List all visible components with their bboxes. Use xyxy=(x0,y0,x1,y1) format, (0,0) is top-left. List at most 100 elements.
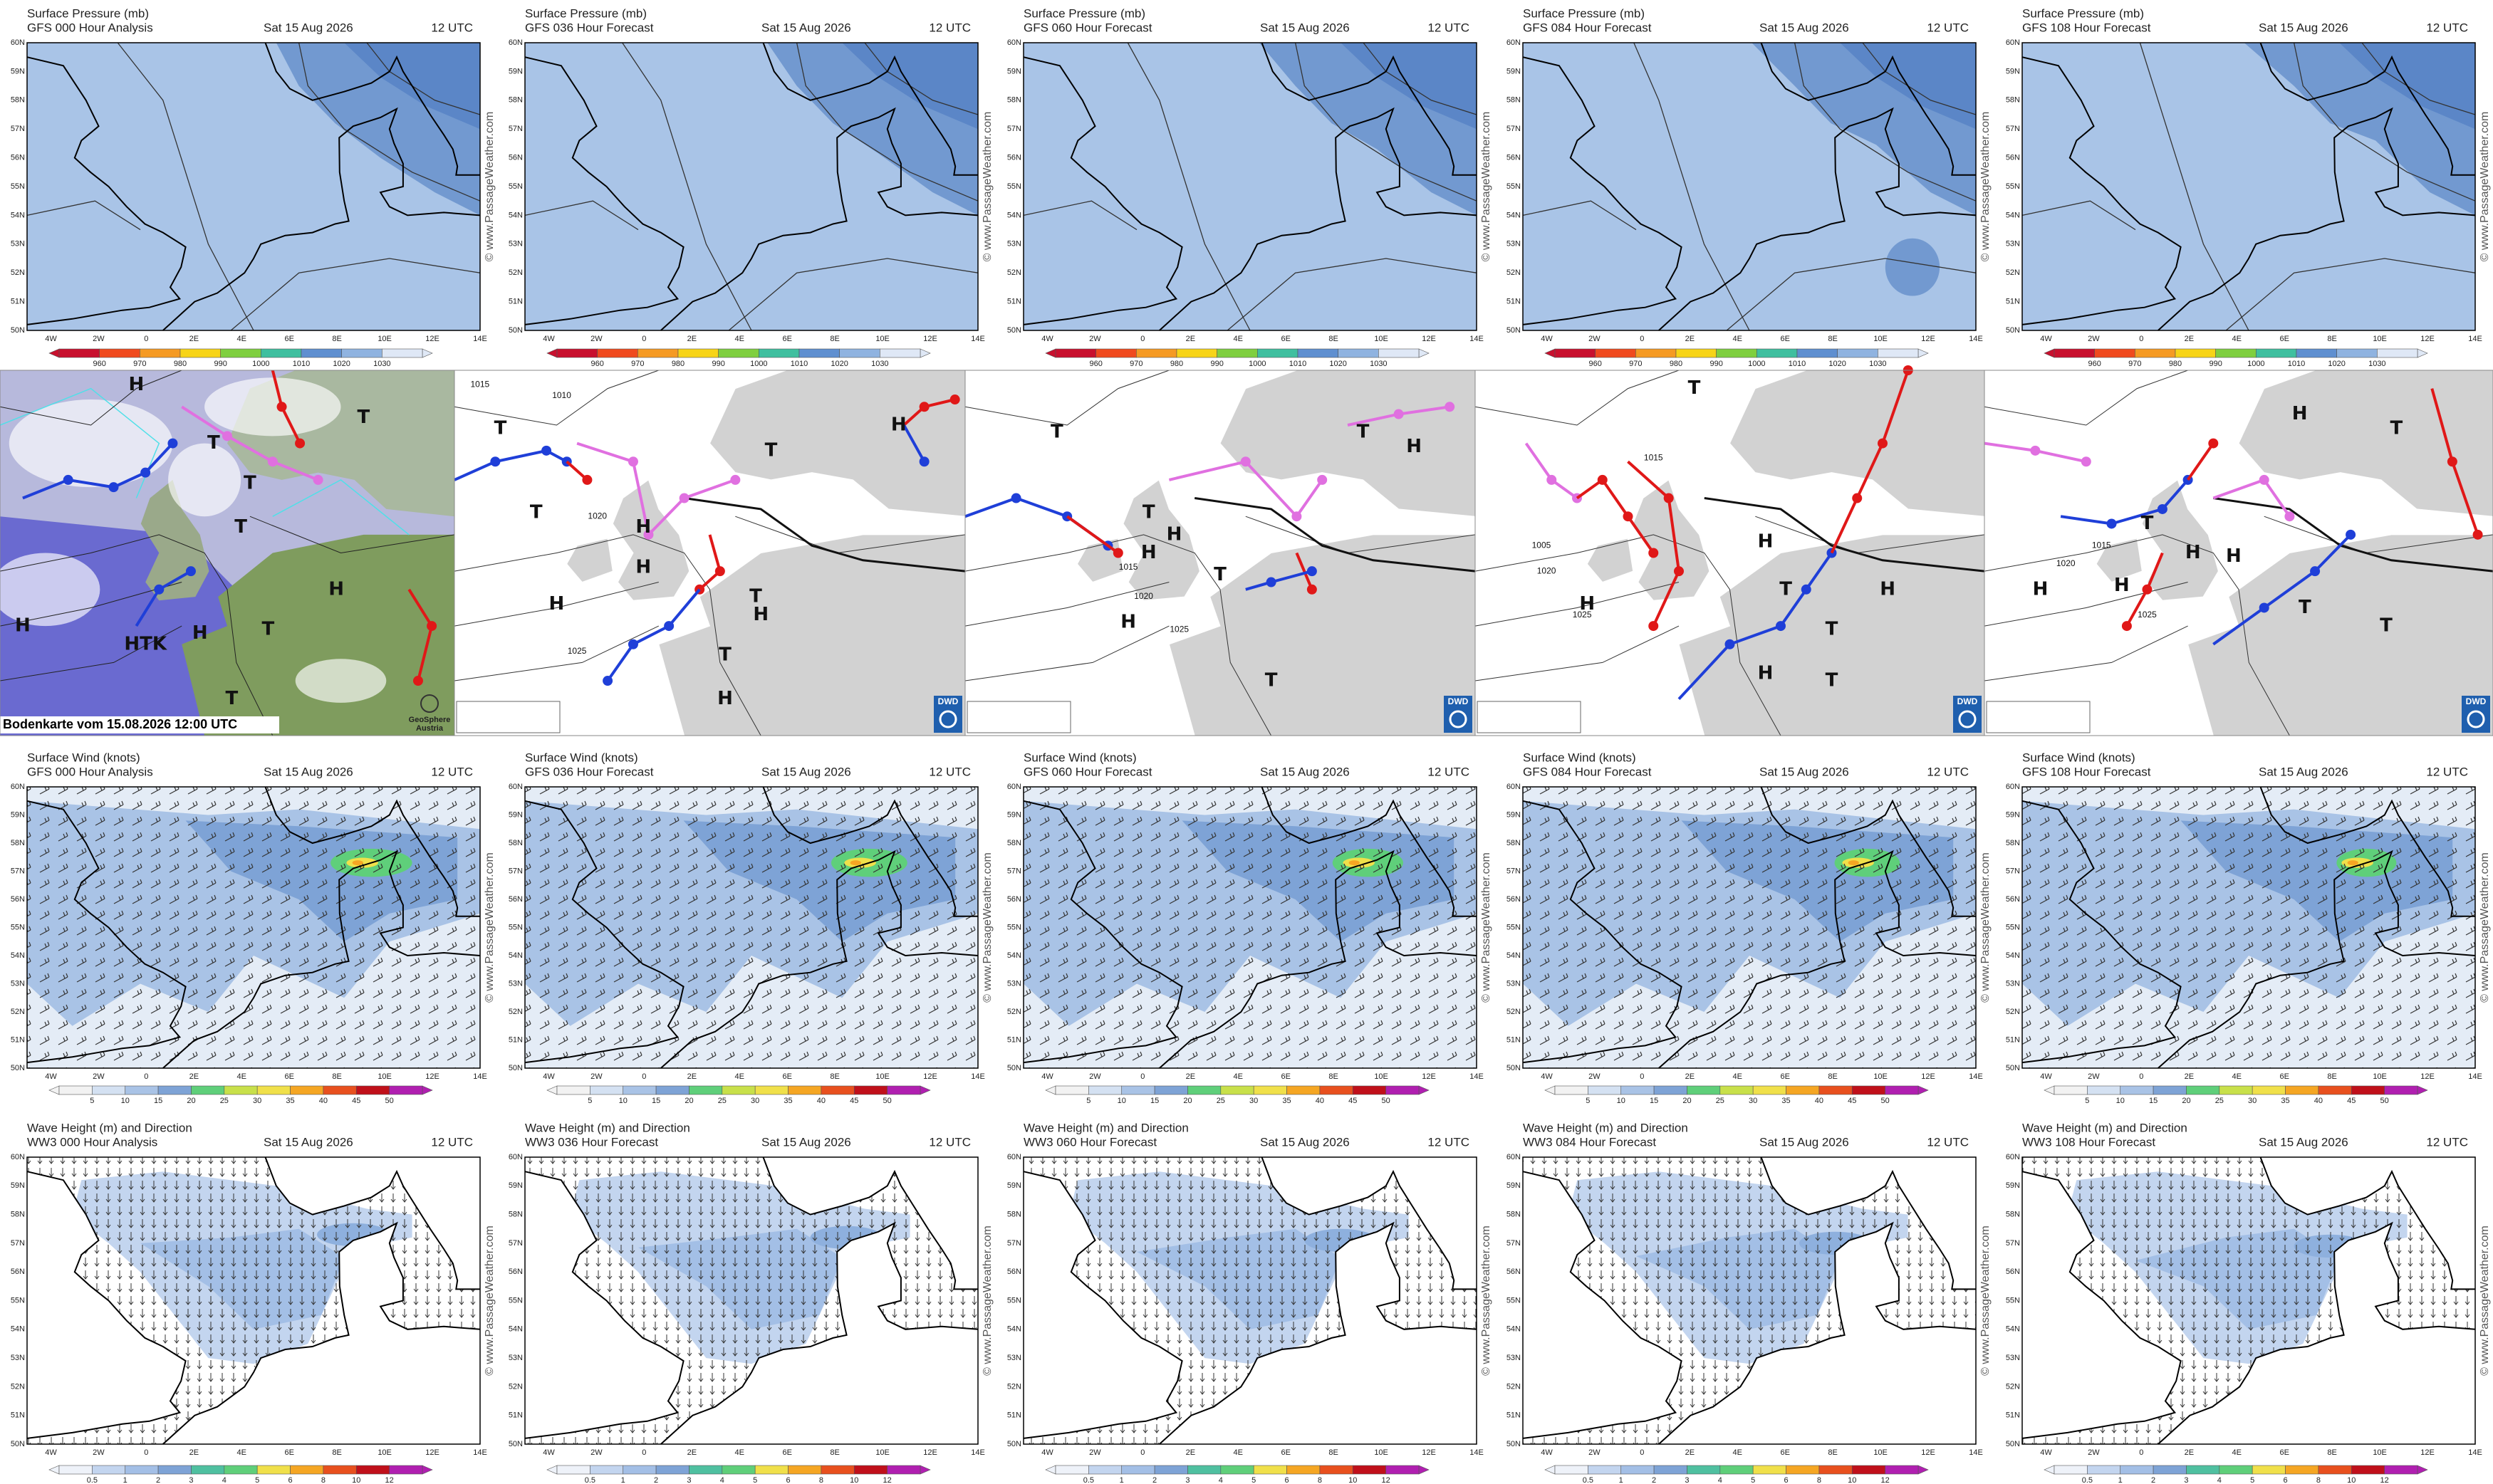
front-symbol xyxy=(1852,493,1863,503)
lon-label: 4W xyxy=(543,1072,555,1081)
colorbar-label: 30 xyxy=(253,1097,261,1105)
lat-label: 59N xyxy=(11,810,25,819)
colorbar-label: 45 xyxy=(1848,1097,1856,1105)
isobar xyxy=(1227,258,1477,331)
lon-label: 6E xyxy=(1780,1448,1789,1457)
isobar-main xyxy=(1704,497,1985,573)
lat-label: 59N xyxy=(1007,810,1021,819)
lon-label: 4E xyxy=(735,335,744,343)
map-frame xyxy=(524,42,979,331)
lon-label: 14E xyxy=(1969,1072,1983,1081)
wind-barbs xyxy=(1024,787,1477,1068)
colorbar-label: 5 xyxy=(2085,1097,2089,1105)
lat-label: 59N xyxy=(2006,67,2020,75)
lon-label: 14E xyxy=(2468,335,2482,343)
colorbar-segment xyxy=(140,348,181,358)
front-symbol xyxy=(664,621,675,632)
colorbar-segment xyxy=(1620,1085,1655,1095)
front-symbol xyxy=(679,493,689,503)
lat-label: 54N xyxy=(1007,951,1021,960)
lat-label: 57N xyxy=(1506,867,1521,875)
lat-label: 50N xyxy=(1506,1064,1521,1072)
coastline xyxy=(26,1171,187,1439)
valid-time: 12 UTC xyxy=(431,21,473,34)
colorbar-label: 1 xyxy=(1120,1476,1124,1484)
colorbar-label: 10 xyxy=(619,1097,628,1105)
colorbar-label: 20 xyxy=(1183,1097,1192,1105)
colorbar-label: 5 xyxy=(90,1097,94,1105)
lon-label: 12E xyxy=(1422,335,1436,343)
lat-label: 56N xyxy=(1506,895,1521,904)
colorbar-label: 12 xyxy=(1382,1476,1390,1484)
valid-time: 12 UTC xyxy=(1427,21,1469,34)
colorbar-label: 40 xyxy=(1815,1097,1823,1105)
colorbar-label: 1000 xyxy=(750,360,767,368)
valid-date: Sat 15 Aug 2026 xyxy=(761,765,851,778)
valid-time: 12 UTC xyxy=(2426,1135,2468,1149)
valid-time: 12 UTC xyxy=(929,21,971,34)
lat-label: 60N xyxy=(1007,38,1021,47)
lat-label: 57N xyxy=(1506,1239,1521,1248)
lat-label: 54N xyxy=(1506,1325,1521,1334)
colorbar-segment xyxy=(1620,1465,1655,1475)
lat-label: 55N xyxy=(2006,182,2020,191)
front-symbol xyxy=(2259,474,2269,485)
watermark: © www.PassageWeather.com xyxy=(982,852,994,1003)
colorbar-label: 0.5 xyxy=(585,1476,595,1484)
valid-date: Sat 15 Aug 2026 xyxy=(1260,765,1350,778)
panel-title: Surface Wind (knots) xyxy=(1523,751,1636,764)
map-panel: Surface Wind (knots)GFS 036 Hour Forecas… xyxy=(509,751,994,1104)
lon-label: 0 xyxy=(1640,1072,1644,1081)
coastline xyxy=(1159,850,1477,1069)
lat-label: 52N xyxy=(2006,1382,2020,1391)
front-symbol xyxy=(2142,584,2153,595)
lon-label: 10E xyxy=(1873,335,1888,343)
panel-frame xyxy=(1984,370,2493,736)
lon-label: 8E xyxy=(830,1072,839,1081)
pressure-center: T xyxy=(262,619,275,640)
colorbar-segment xyxy=(1653,1465,1687,1475)
lat-label: 51N xyxy=(1506,1411,1521,1420)
lon-label: 8E xyxy=(2327,1072,2336,1081)
land xyxy=(1729,370,1985,517)
colorbar-label: 5 xyxy=(255,1476,259,1484)
panel-title: Surface Pressure (mb) xyxy=(1024,6,1145,20)
isobar xyxy=(454,370,659,426)
colorbar-segment xyxy=(355,1085,390,1095)
isobar xyxy=(1474,625,1680,681)
lon-label: 2E xyxy=(1685,335,1695,343)
colorbar-label: 12 xyxy=(385,1476,394,1484)
dwd-swirl xyxy=(2467,710,2485,728)
colorbar-label: 45 xyxy=(850,1097,858,1105)
colorbar-segment xyxy=(1220,1085,1254,1095)
dwd-swirl xyxy=(939,710,957,728)
isobar xyxy=(2293,42,2476,202)
lat-label: 59N xyxy=(11,67,25,75)
colorbar-segment xyxy=(1055,348,1096,358)
front-symbol xyxy=(1113,548,1123,558)
map-frame xyxy=(2021,786,2476,1069)
coastline xyxy=(1522,56,1682,325)
lat-label: 52N xyxy=(1007,268,1021,277)
coastline xyxy=(26,56,187,325)
lat-label: 51N xyxy=(2006,1035,2020,1044)
lat-label: 60N xyxy=(1007,1153,1021,1161)
colorbar-label: 1020 xyxy=(1329,360,1346,368)
colorbar-segment xyxy=(1885,1085,1919,1095)
colorbar-segment xyxy=(2153,1085,2187,1095)
colorbar-label: 6 xyxy=(1284,1476,1289,1484)
lon-label: 2W xyxy=(93,1448,105,1457)
lon-label: 0 xyxy=(1640,335,1644,343)
isobar xyxy=(26,200,141,231)
lon-label: 10E xyxy=(2373,335,2387,343)
lon-label: 2E xyxy=(687,1072,697,1081)
lon-label: 8E xyxy=(1328,335,1338,343)
pressure-center: H xyxy=(328,578,344,600)
colorbar-segment xyxy=(788,1465,822,1475)
lon-label: 14E xyxy=(1969,1448,1983,1457)
isobar xyxy=(524,200,639,231)
logo-text: Austria xyxy=(416,724,444,733)
valid-date: Sat 15 Aug 2026 xyxy=(1759,21,1849,34)
info-box xyxy=(967,701,1071,733)
front-symbol xyxy=(108,482,119,493)
